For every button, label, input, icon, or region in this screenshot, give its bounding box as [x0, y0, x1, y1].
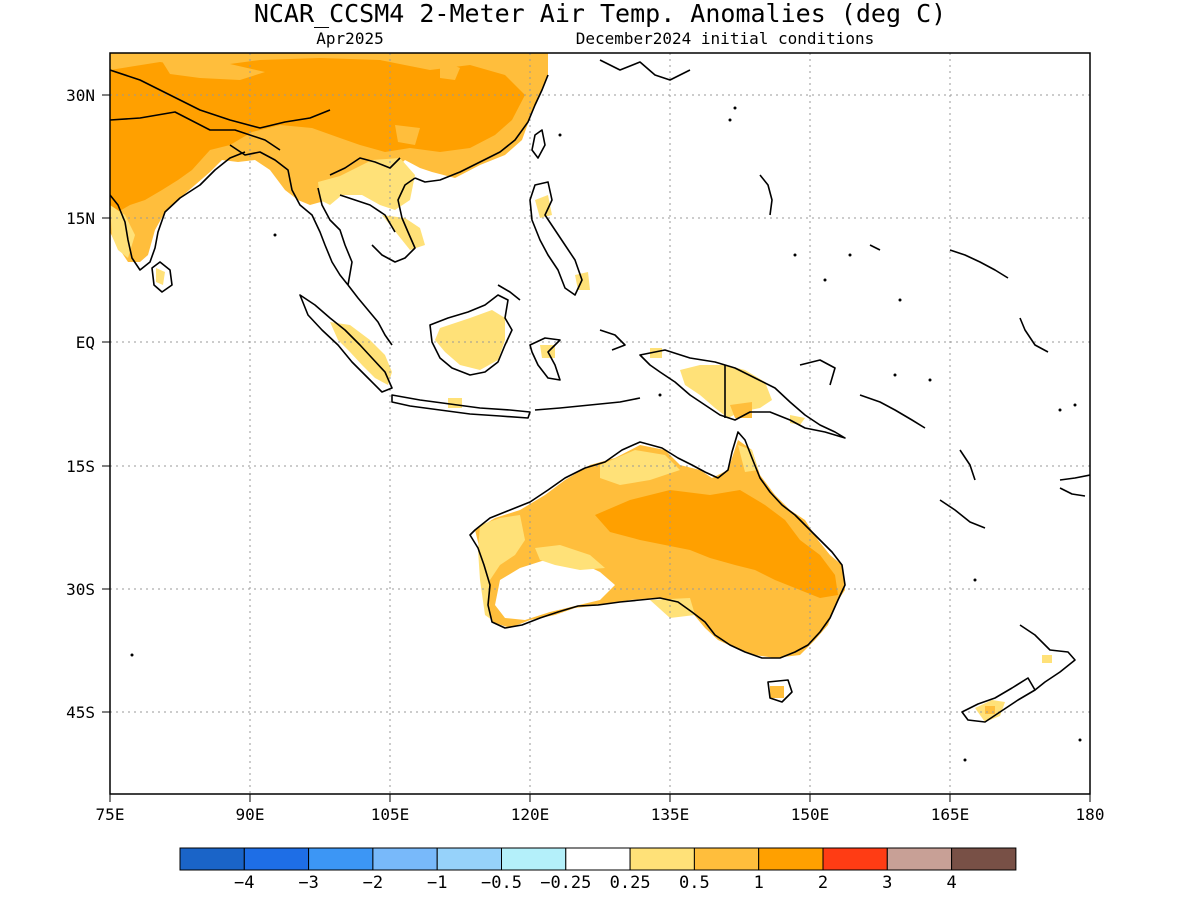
- lon-label-150e: 150E: [791, 805, 830, 824]
- lat-label-45s: 45S: [66, 703, 95, 722]
- australia-interior-anomaly: [595, 490, 838, 598]
- colorbar-swatch: [758, 847, 824, 871]
- colorbar-label: −3: [298, 873, 318, 893]
- colorbar-label: −4: [234, 873, 254, 893]
- gridlines: [110, 53, 1090, 794]
- colorbar-swatch: [822, 847, 888, 871]
- colorbar-swatch: [308, 847, 374, 871]
- colorbar-swatch: [179, 847, 245, 871]
- lon-labels: 75E 90E 105E 120E 135E 150E 165E 180: [96, 805, 1105, 824]
- colorbar-label: 1: [754, 873, 764, 893]
- axis-ticks: [102, 94, 1091, 802]
- colorbar-label: −0.5: [481, 873, 522, 893]
- island-dots: [130, 106, 1087, 794]
- colorbar-label: 4: [946, 873, 956, 893]
- lat-labels: 30N 15N EQ 15S 30S 45S: [66, 86, 95, 722]
- colorbar-swatch: [565, 847, 631, 871]
- colorbar-label: 0.5: [679, 873, 710, 893]
- valid-month: Apr2025: [316, 29, 383, 48]
- colorbar-swatch: [501, 847, 567, 871]
- lon-label-180: 180: [1076, 805, 1105, 824]
- colorbar-label: 0.25: [610, 873, 651, 893]
- colorbar-swatch: [886, 847, 953, 871]
- lon-label-75e: 75E: [96, 805, 125, 824]
- sumatra-anomaly: [330, 322, 392, 385]
- colorbar-swatch: [372, 847, 438, 871]
- colorbar-label: −0.25: [540, 873, 591, 893]
- colorbar-label: −1: [427, 873, 447, 893]
- colorbar-swatch: [693, 847, 760, 871]
- lon-label-135e: 135E: [651, 805, 690, 824]
- map-title: NCAR_CCSM4 2-Meter Air Temp. Anomalies (…: [254, 0, 946, 28]
- lat-label-15s: 15S: [66, 457, 95, 476]
- lat-label-eq: EQ: [76, 333, 95, 352]
- lon-label-165e: 165E: [931, 805, 970, 824]
- colorbar-label: 3: [882, 873, 892, 893]
- colorbar-swatch: [951, 847, 1017, 871]
- indochina-anomaly: [318, 158, 415, 210]
- init-conditions: December2024 initial conditions: [576, 29, 875, 48]
- lat-label-15n: 15N: [66, 209, 95, 228]
- borneo-anomaly: [435, 310, 505, 370]
- colorbar-label: −2: [363, 873, 383, 893]
- colorbar-label: 2: [818, 873, 828, 893]
- lon-label-120e: 120E: [511, 805, 550, 824]
- map-frame: [109, 52, 1091, 795]
- lon-label-105e: 105E: [371, 805, 410, 824]
- map-area: [110, 53, 1090, 794]
- tibet-china-anomaly: [110, 58, 525, 215]
- lat-label-30n: 30N: [66, 86, 95, 105]
- lon-label-90e: 90E: [236, 805, 265, 824]
- lat-label-30s: 30S: [66, 580, 95, 599]
- coastlines: [110, 59, 1090, 723]
- colorbar-swatch: [436, 847, 503, 871]
- colorbar-swatch: [629, 847, 695, 871]
- colorbar: −4 −3 −2 −1 −0.5 −0.25 0.25 0.5 1 2 3 4: [179, 847, 1017, 893]
- colorbar-swatch: [243, 847, 310, 871]
